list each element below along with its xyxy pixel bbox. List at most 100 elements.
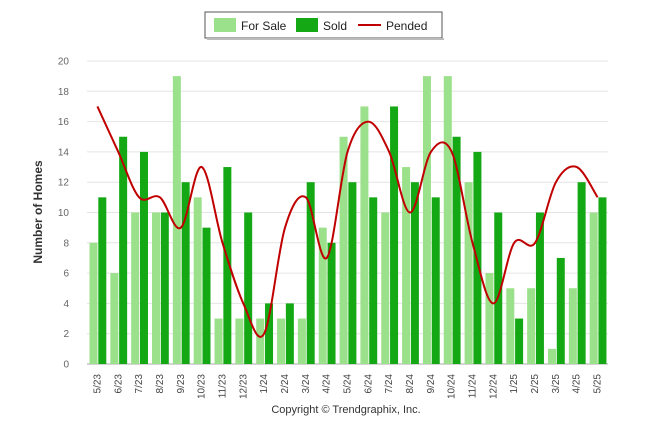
bar-sold — [556, 257, 565, 364]
pended-line-path — [96, 105, 599, 338]
x-tick-label: 6/23 — [113, 374, 124, 394]
bar-sold — [390, 106, 399, 364]
legend-box-shadow — [207, 38, 444, 40]
bar-sold — [285, 303, 294, 364]
bar-for-sale — [172, 76, 181, 365]
legend-label-pended: Pended — [386, 19, 427, 33]
bars — [89, 76, 607, 365]
y-tick-label: 10 — [58, 208, 70, 219]
x-tick-label: 8/24 — [405, 374, 416, 394]
x-tick-label: 5/25 — [593, 374, 604, 394]
bar-for-sale — [277, 318, 286, 364]
legend-swatch-for-sale — [214, 18, 236, 32]
bar-for-sale — [339, 136, 348, 364]
x-tick-label: 9/23 — [176, 374, 187, 394]
x-tick-label: 4/25 — [572, 374, 583, 394]
bar-sold — [327, 242, 336, 364]
bar-for-sale — [422, 76, 431, 365]
bar-for-sale — [527, 288, 536, 364]
y-tick-label: 6 — [63, 269, 69, 280]
y-tick-label: 2 — [63, 329, 69, 340]
x-tick-label: 12/23 — [238, 374, 249, 399]
x-tick-label: 7/23 — [134, 374, 145, 394]
bar-for-sale — [443, 76, 452, 365]
bar-for-sale — [131, 212, 140, 364]
x-tick-label: 1/25 — [509, 374, 520, 394]
bar-for-sale — [214, 318, 223, 364]
x-tick-label: 8/23 — [155, 374, 166, 394]
bar-sold — [515, 318, 524, 364]
bar-for-sale — [318, 227, 327, 364]
bar-for-sale — [256, 318, 265, 364]
y-tick-label: 4 — [63, 299, 69, 310]
x-tick-label: 11/24 — [468, 374, 479, 399]
bar-sold — [160, 212, 169, 364]
y-axis-label: Number of Homes — [31, 160, 45, 264]
bar-sold — [223, 167, 232, 364]
bar-sold — [431, 197, 440, 364]
bar-sold — [410, 182, 419, 364]
bar-for-sale — [381, 212, 390, 364]
y-tick-label: 16 — [58, 117, 70, 128]
legend-label-sold: Sold — [323, 19, 347, 33]
x-tick-label: 5/24 — [343, 374, 354, 394]
x-tick-label: 11/23 — [218, 374, 229, 399]
bar-sold — [181, 182, 190, 364]
bar-for-sale — [89, 242, 98, 364]
x-tick-label: 6/24 — [363, 374, 374, 394]
bar-sold — [494, 212, 503, 364]
bar-for-sale — [547, 348, 556, 364]
x-tick-label: 10/23 — [197, 374, 208, 399]
bar-sold — [452, 136, 461, 364]
bar-sold — [265, 303, 274, 364]
y-tick-label: 0 — [63, 360, 69, 371]
y-tick-label: 14 — [58, 147, 70, 158]
legend: For Sale Sold Pended — [204, 11, 444, 40]
bar-for-sale — [360, 106, 369, 364]
bar-sold — [119, 136, 128, 364]
bar-for-sale — [110, 273, 119, 364]
x-tick-label: 7/24 — [384, 374, 395, 394]
x-tick-label: 1/24 — [259, 374, 270, 394]
x-tick-label: 2/24 — [280, 374, 291, 394]
bar-for-sale — [568, 288, 577, 364]
bar-for-sale — [402, 167, 411, 364]
legend-label-for-sale: For Sale — [241, 19, 287, 33]
bar-sold — [306, 182, 315, 364]
x-tick-label: 3/25 — [551, 374, 562, 394]
y-tick-label: 18 — [58, 87, 70, 98]
bar-for-sale — [464, 182, 473, 364]
bar-for-sale — [152, 212, 161, 364]
y-tick-labels: 0 2 4 6 8 10 12 14 16 18 20 — [58, 57, 70, 371]
bar-sold — [348, 182, 357, 364]
x-tick-label: 5/23 — [92, 374, 103, 394]
legend-swatch-sold — [296, 18, 318, 32]
x-tick-label: 2/25 — [530, 374, 541, 394]
x-tick-label: 10/24 — [447, 374, 458, 399]
pended-line — [96, 105, 599, 338]
x-tick-label: 3/24 — [301, 374, 312, 394]
bar-for-sale — [235, 318, 244, 364]
y-tick-label: 8 — [63, 238, 69, 249]
bar-sold — [139, 151, 148, 364]
bar-for-sale — [193, 197, 202, 364]
x-tick-label: 9/24 — [426, 374, 437, 394]
bar-sold — [202, 227, 211, 364]
x-tick-label: 12/24 — [488, 374, 499, 399]
bar-sold — [369, 197, 378, 364]
bar-for-sale — [297, 318, 306, 364]
bar-for-sale — [589, 212, 598, 364]
y-tick-label: 20 — [58, 57, 70, 68]
bar-sold — [244, 212, 253, 364]
bar-sold — [598, 197, 607, 364]
bar-sold — [577, 182, 586, 364]
bar-sold — [98, 197, 107, 364]
bar-sold — [535, 212, 544, 364]
bar-for-sale — [485, 273, 494, 364]
bar-for-sale — [506, 288, 515, 364]
x-tick-label: 4/24 — [322, 374, 333, 394]
x-tick-labels: 5/23 6/23 7/23 8/23 9/23 10/23 11/23 12/23 1/24 2… — [92, 374, 603, 399]
footer-copyright: Copyright © Trendgraphix, Inc. — [271, 404, 420, 416]
